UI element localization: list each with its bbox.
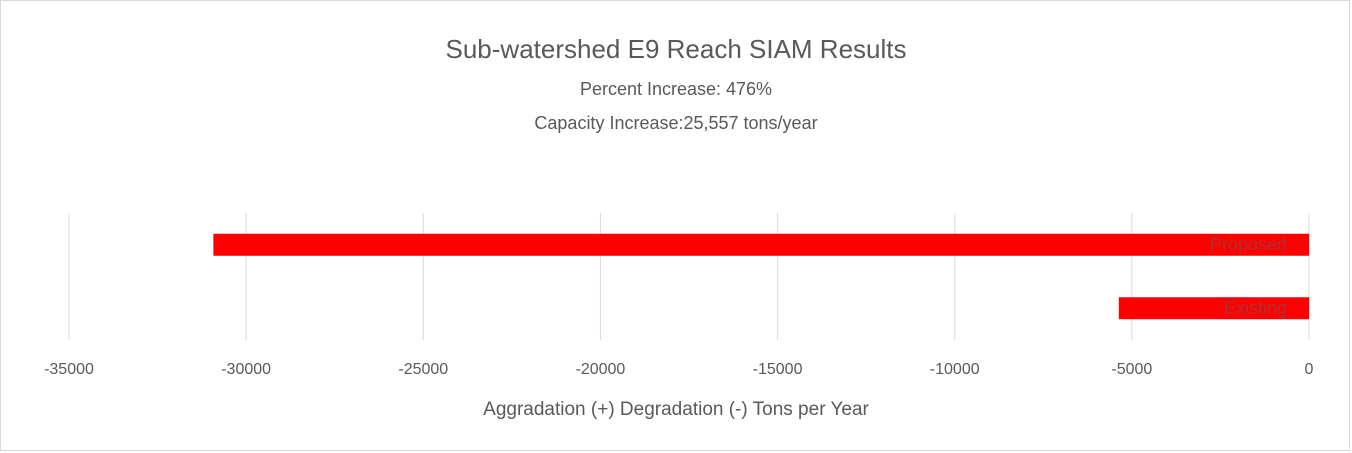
x-tick-label: -10000	[930, 361, 980, 378]
category-label: Existing	[1224, 298, 1287, 318]
chart-subtitle: Percent Increase: 476%	[580, 79, 772, 99]
x-tick-label: -25000	[398, 361, 448, 378]
x-axis-label: Aggradation (+) Degradation (-) Tons per…	[483, 399, 869, 420]
bar	[1118, 297, 1309, 320]
x-tick-label: -30000	[221, 361, 271, 378]
bar	[213, 233, 1310, 256]
x-tick-label: -35000	[44, 361, 94, 378]
category-label: Proposed	[1210, 235, 1287, 255]
x-tick-label: 0	[1305, 361, 1314, 378]
x-tick-label: -5000	[1111, 361, 1152, 378]
x-tick-label: -20000	[576, 361, 626, 378]
chart-subtitle: Capacity Increase:25,557 tons/year	[534, 113, 817, 133]
chart-title: Sub-watershed E9 Reach SIAM Results	[446, 34, 907, 64]
x-tick-label: -15000	[753, 361, 803, 378]
